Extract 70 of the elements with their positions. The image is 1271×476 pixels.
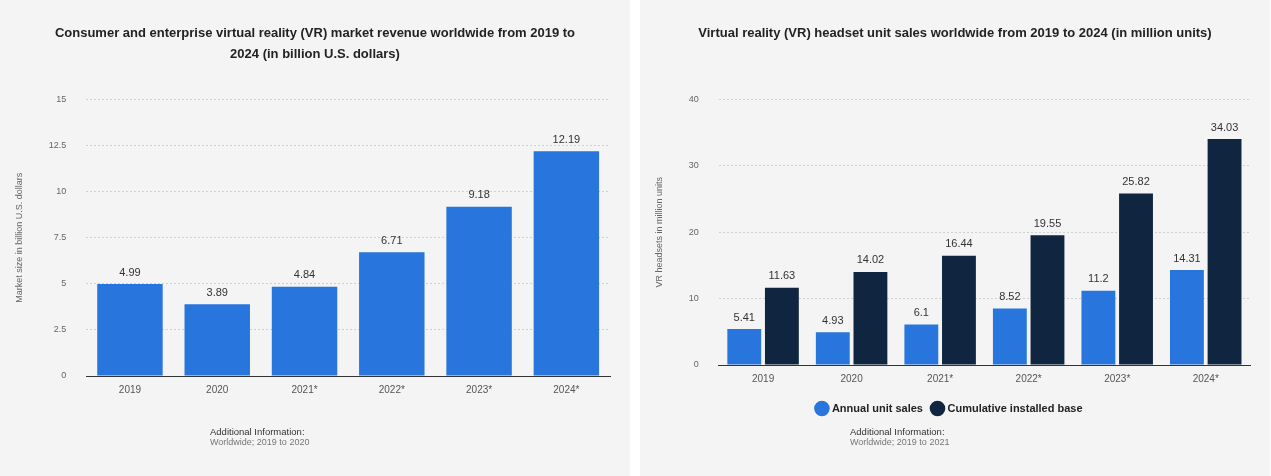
- data-label: 8.52: [999, 289, 1021, 302]
- x-tick-label: 2023*: [466, 383, 493, 395]
- data-label: 12.19: [552, 132, 581, 145]
- y-tick-label: 15: [56, 93, 67, 104]
- bar: [853, 271, 888, 365]
- data-label: 11.63: [768, 269, 796, 282]
- y-tick-label: 20: [688, 226, 699, 237]
- data-label: 25.82: [1122, 175, 1150, 188]
- bar: [727, 329, 762, 365]
- bar: [1030, 235, 1065, 365]
- bar: [446, 206, 512, 376]
- y-tick-label: 30: [688, 160, 699, 171]
- x-tick-label: 2023*: [1104, 372, 1131, 384]
- y-tick-label: 12.5: [48, 139, 67, 150]
- bar: [271, 286, 338, 376]
- y-axis-title: VR headsets in million units: [653, 176, 664, 288]
- y-axis-title: Market size in billion U.S. dollars: [13, 172, 24, 303]
- data-label: 4.84: [293, 268, 316, 281]
- data-label: 6.1: [913, 306, 929, 319]
- data-label: 4.93: [822, 313, 844, 326]
- data-label: 16.44: [945, 237, 973, 250]
- bar: [1207, 139, 1242, 365]
- y-tick-label: 10: [688, 293, 699, 304]
- x-tick-label: 2021*: [291, 383, 318, 395]
- data-label: 14.31: [1173, 251, 1201, 264]
- legend-label: Cumulative installed base: [947, 401, 1083, 414]
- bar: [359, 252, 425, 376]
- text: Worldwide; 2019 to 2020: [210, 437, 310, 447]
- data-label: 4.99: [119, 265, 141, 278]
- bar: [1081, 290, 1116, 365]
- chart-title: Virtual reality (VR) headset unit sales worldwide from 2019 to 2024 (in million units): [697, 24, 1213, 42]
- bar: [942, 255, 976, 365]
- bar: [904, 324, 939, 365]
- data-label: 6.71: [381, 233, 403, 246]
- data-label: 14.02: [856, 253, 885, 266]
- x-tick-label: 2020: [840, 372, 864, 384]
- x-tick-label: 2019: [118, 383, 142, 395]
- text: Additional Information:: [210, 426, 306, 437]
- y-tick-label: 5: [61, 278, 67, 289]
- data-label: 5.41: [733, 310, 755, 323]
- bar: [815, 332, 850, 365]
- data-label: 11.2: [1088, 272, 1109, 285]
- y-tick-label: 0: [693, 359, 699, 370]
- legend-label: Annual unit sales: [831, 401, 923, 414]
- bar: [184, 304, 250, 376]
- bar: [1119, 193, 1153, 365]
- text: Worldwide; 2019 to 2021: [850, 437, 950, 447]
- chart-title: Consumer and enterprise virtual reality (VR) market revenue worldwide from 2019 to 2024 (in billion U.S. dollars): [53, 24, 577, 63]
- bar: [533, 151, 600, 376]
- x-tick-label: 2019: [751, 372, 775, 384]
- data-label: 34.03: [1210, 120, 1239, 133]
- text: Additional Information:: [850, 426, 946, 437]
- x-tick-label: 2021*: [927, 372, 954, 384]
- y-tick-label: 10: [56, 186, 67, 197]
- data-label: 19.55: [1033, 216, 1062, 229]
- data-label: 9.18: [468, 188, 490, 201]
- bar: [992, 308, 1027, 365]
- x-tick-label: 2020: [206, 383, 229, 395]
- y-tick-label: 7.5: [53, 232, 67, 243]
- bar: [97, 283, 163, 376]
- y-tick-label: 0: [61, 370, 67, 381]
- x-tick-label: 2022*: [1015, 372, 1042, 384]
- x-tick-label: 2024*: [1192, 372, 1219, 384]
- x-tick-label: 2024*: [553, 383, 580, 395]
- x-tick-label: 2022*: [378, 383, 405, 395]
- y-tick-label: 40: [688, 93, 699, 104]
- y-tick-label: 2.5: [53, 324, 67, 335]
- bar: [1169, 269, 1204, 365]
- bar: [764, 287, 799, 365]
- data-label: 3.89: [206, 285, 228, 298]
